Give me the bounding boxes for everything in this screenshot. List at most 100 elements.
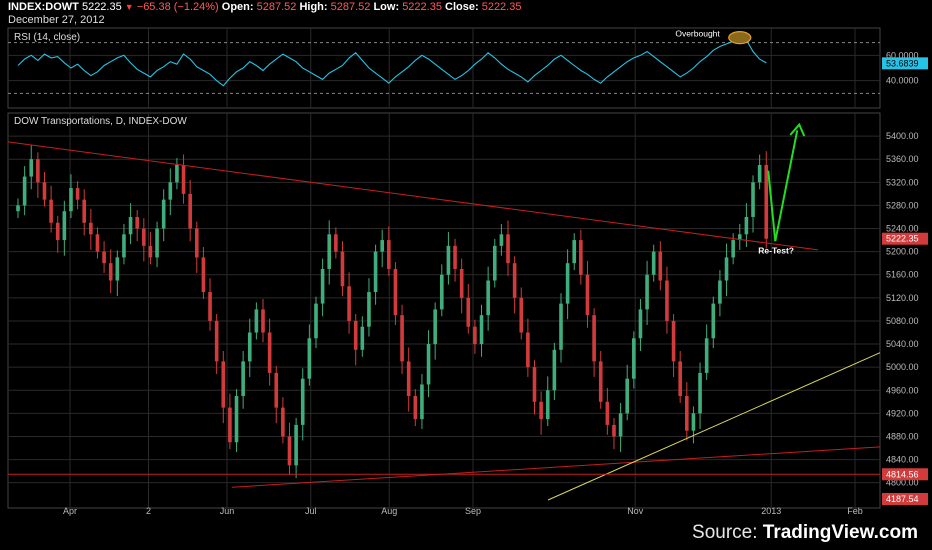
candle-body [108,263,113,281]
candle-body [135,216,139,229]
y-tick-label: 5400.00 [886,131,919,141]
candle-body [314,303,318,339]
candle-body [433,309,437,345]
candle-body [592,315,596,362]
candle-body [55,222,60,241]
candle-body [665,280,669,321]
candle-body [400,315,404,362]
candle-body [320,268,325,304]
candle-body [572,240,577,264]
candle-body [254,309,259,333]
candle-body [347,286,351,321]
candle-body [691,413,696,431]
high-value: 5287.52 [330,1,371,13]
candle-body [334,234,338,252]
candle-body [36,159,40,183]
arrowhead-icon [789,122,806,137]
candle-body [353,320,358,350]
price-label: 4814.56 [886,469,919,479]
candle-body [552,349,557,391]
candle-body [658,251,663,281]
candle-body [49,199,53,223]
rsi-panel [7,27,881,109]
candle-body [221,361,226,408]
candle-body [294,424,298,466]
y-tick-label: 4960.00 [886,385,919,395]
candle-body [380,240,385,252]
candle-body [605,401,610,425]
x-tick-label: 2 [146,506,151,516]
candle-body [287,436,292,466]
y-tick-label: 5000.00 [886,362,919,372]
candle-body [671,320,676,362]
y-tick-label: 5240.00 [886,224,919,234]
candle-body [506,234,510,264]
x-tick-label: Nov [627,506,644,516]
y-tick-label: 5040.00 [886,339,919,349]
x-tick-label: Jun [220,506,235,516]
source-prefix: Source: [692,522,758,543]
candle-body [559,303,563,350]
x-tick-label: Jul [305,506,317,516]
candle-body [148,245,153,258]
candle-body [42,182,47,200]
price-change: −65.38 (−1.24%) [136,1,219,13]
candle-body [638,309,643,339]
candle-body [267,332,272,373]
candle-body [757,164,762,183]
candle-body [387,240,391,269]
candle-body [492,245,497,281]
low-value: 5222.35 [402,1,442,13]
candle-body [122,234,126,258]
candle-body [128,216,133,235]
y-tick-label: 5320.00 [886,177,919,187]
candle-body [22,176,27,206]
candle-body [29,159,34,177]
candle-body [645,274,649,310]
candle-body [89,222,93,235]
candle-body [247,332,252,362]
candle-body [201,257,206,293]
candle-body [764,164,769,239]
candle-body [499,234,504,246]
last-price: 5222.35 [81,1,122,13]
x-tick-label: Aug [381,506,397,516]
candle-body [526,332,530,368]
candle-body [684,396,689,431]
candle-body [16,205,20,212]
candle-body [340,251,345,287]
price-label-box [882,232,928,245]
candle-body [579,240,583,275]
candle-body [618,413,623,437]
candle-body [698,372,702,414]
rsi-y-tick-label: 40.0000 [886,76,919,86]
candle-body [274,372,279,408]
price-panel [7,112,881,509]
candle-body [519,297,524,333]
candle-body [234,396,239,443]
candle-body [115,257,120,281]
candle-body [479,315,484,345]
candle-body [731,240,735,258]
candle-body [744,216,749,235]
candle-body [711,303,716,339]
candle-body [598,361,603,402]
candle-body [69,188,73,212]
candle-body [95,234,100,252]
candle-body [406,361,411,397]
candle-body [565,263,570,304]
rsi-y-tick-label: 60.0000 [886,50,919,60]
candle-body [367,292,371,327]
candle-body [360,326,365,350]
price-label-box [882,468,928,481]
chart-date: December 27, 2012 [8,14,105,26]
symbol-header: INDEX:DOWT 5222.35 ▼ −65.38 (−1.24%) Ope… [8,1,521,13]
candle-body [75,188,80,200]
candle-body [155,228,159,258]
re-test-annotation: Re-Test? [758,246,794,256]
rsi-last-value-box [882,57,928,70]
candle-body [188,193,192,229]
x-tick-label: Feb [847,506,863,516]
candle-body [168,182,173,200]
candle-body [281,407,285,437]
